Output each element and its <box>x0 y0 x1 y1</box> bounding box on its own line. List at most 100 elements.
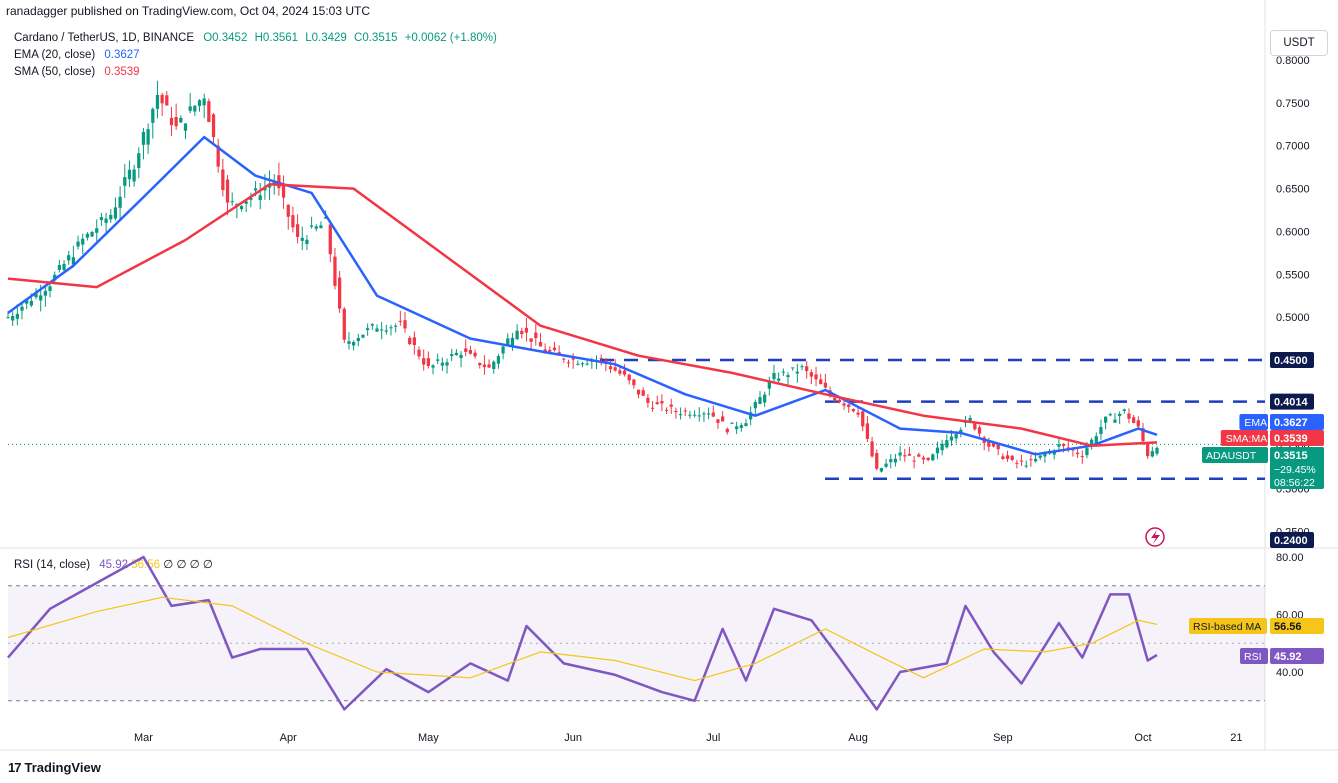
x-axis-label: Oct <box>1134 732 1151 744</box>
bottom-price-text: 0.2400 <box>1274 535 1308 547</box>
ohlc-change: +0.0062 (+1.80%) <box>404 32 497 44</box>
price-axis-tick: 0.6500 <box>1276 184 1310 196</box>
candle-body <box>1099 427 1103 435</box>
x-axis-label: Mar <box>134 732 153 744</box>
candle-body <box>146 129 150 145</box>
rsi-axis-tick: 80.00 <box>1276 552 1304 564</box>
candle-body <box>772 373 776 380</box>
candle-body <box>174 117 178 127</box>
candle-body <box>716 419 720 423</box>
x-axis-label: Jun <box>564 732 582 744</box>
price-axis-tick: 0.7500 <box>1276 98 1310 110</box>
candle-body <box>543 349 547 354</box>
price-axis-tick: 0.4000 <box>1276 398 1310 410</box>
candle-body <box>791 367 795 369</box>
candle-body <box>921 457 926 460</box>
publisher-line: ranadagger published on TradingView.com,… <box>6 4 371 18</box>
sma-price-badge-label: SMA:MA <box>1226 433 1267 445</box>
ema-legend-value: 0.3627 <box>104 49 140 61</box>
candle-body <box>309 225 314 227</box>
candle-body <box>777 378 781 381</box>
candle-body <box>982 437 986 443</box>
candle-body <box>352 342 356 346</box>
rsi-ma-badge-label: RSI-based MA <box>1193 621 1261 633</box>
ema-line <box>7 135 1158 456</box>
level-badge-text: 0.4014 <box>1274 397 1309 409</box>
candle-body <box>389 327 393 329</box>
candle-body <box>113 207 118 219</box>
candle-body <box>590 360 594 362</box>
candle-body <box>973 423 977 430</box>
candle-body <box>39 295 43 301</box>
candle-body <box>837 399 842 403</box>
rsi-legend-value: 45.92 <box>99 559 129 571</box>
candle-body <box>935 447 940 454</box>
currency-button[interactable]: USDT <box>1270 30 1328 56</box>
candle-body <box>557 352 561 355</box>
candle-body <box>767 382 771 389</box>
candle-body <box>650 407 655 409</box>
candle-body <box>959 429 963 434</box>
candle-body <box>501 346 505 354</box>
candle-body <box>25 300 29 304</box>
candle-body <box>1029 459 1033 461</box>
candle-body <box>1075 452 1080 455</box>
ema-price-badge-label: EMA <box>1244 417 1267 429</box>
rsi-badge-label: RSI <box>1244 651 1262 663</box>
candle-body <box>333 256 337 286</box>
candle-body <box>926 457 930 461</box>
candle-body <box>795 371 799 374</box>
ohlc-open: O0.3452 <box>203 32 248 44</box>
candle-body <box>524 327 529 333</box>
candle-body <box>375 328 379 332</box>
ohlc-close: C0.3515 <box>354 32 398 44</box>
candle-body <box>239 206 244 210</box>
candle-body <box>730 422 734 424</box>
candle-body <box>34 293 38 298</box>
candle-body <box>225 179 230 203</box>
rsi-ma-line <box>7 596 1158 682</box>
rsi-legend[interactable]: RSI (14, close) 45.92 56.56 ∅ ∅ ∅ ∅ <box>14 557 219 571</box>
candle-body <box>478 362 482 366</box>
candle-body <box>1155 447 1159 454</box>
last-price-change: −29.45% <box>1274 464 1316 476</box>
sma-legend-value: 0.3539 <box>104 66 140 78</box>
sma-price-badge: SMA:MA 0.3539 <box>1220 430 1324 446</box>
candle-body <box>183 123 188 131</box>
sma-legend[interactable]: SMA (50, close) 0.3539 <box>14 66 140 78</box>
candle-body <box>538 342 543 347</box>
candle-body <box>29 300 33 306</box>
candle-body <box>1033 458 1038 462</box>
candle-body <box>641 390 645 396</box>
candle-body <box>1103 416 1108 423</box>
candle-body <box>436 359 440 361</box>
x-axis-label: Aug <box>848 732 868 744</box>
candle-body <box>819 379 823 385</box>
candle-body <box>109 214 113 220</box>
candle-body <box>613 367 617 371</box>
candle-body <box>510 337 515 347</box>
candle-body <box>884 463 888 467</box>
footer-brand[interactable]: 17 TradingView <box>8 760 101 775</box>
candle-body <box>660 400 664 404</box>
last-price-badge: ADAUSDT 0.3515 −29.45%08:56:22 <box>1202 447 1324 489</box>
candle-body <box>711 412 715 417</box>
candle-body <box>137 153 141 168</box>
candle-body <box>1015 462 1019 464</box>
candle-body <box>71 257 76 265</box>
candle-body <box>459 354 463 359</box>
ema-legend[interactable]: EMA (20, close) 0.3627 <box>14 49 140 61</box>
price-axis-tick: 0.3000 <box>1276 484 1310 496</box>
candle-body <box>763 394 767 403</box>
ohlc-low: L0.3429 <box>305 32 347 44</box>
candle-body <box>758 397 762 404</box>
candle-body <box>253 188 258 191</box>
last-price-badge-label: ADAUSDT <box>1206 450 1257 462</box>
candle-body <box>412 337 416 346</box>
candle-body <box>1113 419 1117 423</box>
candle-body <box>1071 448 1075 451</box>
candle-body <box>492 361 496 370</box>
candle-body <box>552 347 557 351</box>
candle-body <box>664 409 669 411</box>
